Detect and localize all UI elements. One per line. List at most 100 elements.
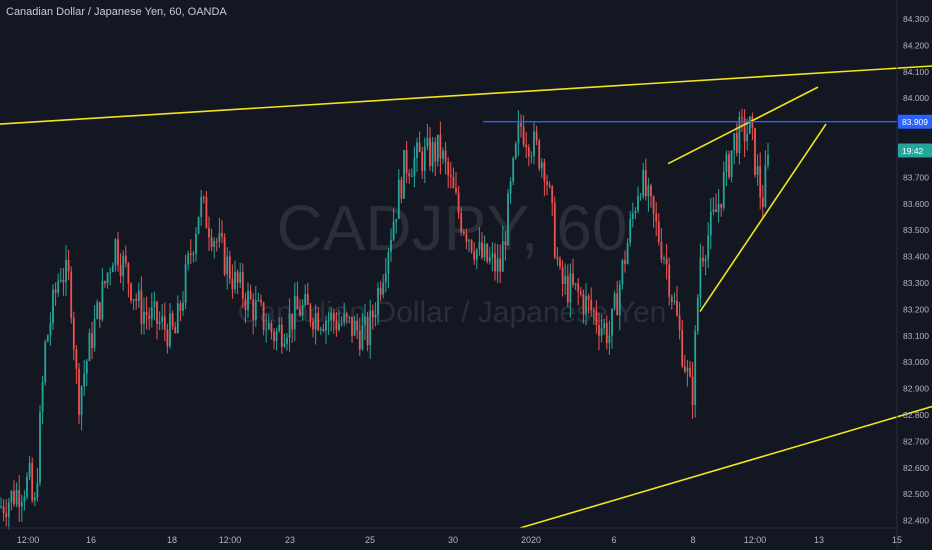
candle-body xyxy=(517,122,520,144)
candle-body xyxy=(392,221,395,240)
candle-body xyxy=(655,213,658,222)
candle-body xyxy=(163,316,166,330)
price-axis[interactable]: 84.30084.20084.10084.00083.80083.70083.6… xyxy=(896,0,929,550)
candle-body xyxy=(286,337,288,344)
candle-body xyxy=(743,118,746,142)
candle-body xyxy=(75,349,78,369)
candle-body xyxy=(548,184,551,187)
candle-body xyxy=(301,304,304,316)
candle-body xyxy=(390,239,392,252)
candle-body xyxy=(720,203,723,208)
candle-body xyxy=(104,281,106,284)
time-tick-label: 23 xyxy=(285,535,295,545)
candle-body xyxy=(634,210,637,214)
candle-body xyxy=(41,382,44,413)
candle-body xyxy=(306,294,309,305)
candle-body xyxy=(39,412,41,483)
candle-body xyxy=(91,332,93,349)
candle-body xyxy=(712,209,715,212)
candle-body xyxy=(309,304,312,322)
time-tick-label: 13 xyxy=(814,535,824,545)
candle-body xyxy=(468,240,470,242)
price-labels: 83.909 19:42 xyxy=(898,114,932,158)
candle-body xyxy=(299,309,301,316)
candle-body xyxy=(481,242,483,258)
price-tick-label: 82.500 xyxy=(903,489,929,499)
candle-body xyxy=(423,146,426,171)
candle-body xyxy=(572,273,574,285)
price-label-text: 19:42 xyxy=(902,146,924,156)
candle-body xyxy=(98,302,101,320)
candle-body xyxy=(540,162,543,169)
candle-body xyxy=(761,197,764,207)
time-tick-label: 8 xyxy=(690,535,695,545)
candle-body xyxy=(460,212,463,232)
candle-body xyxy=(442,150,444,159)
candle-body xyxy=(520,122,522,127)
candle-body xyxy=(436,134,439,162)
time-tick-label: 30 xyxy=(448,535,458,545)
candle-body xyxy=(85,360,88,374)
candle-body xyxy=(618,284,621,316)
candle-body xyxy=(135,299,138,302)
candle-body xyxy=(5,513,8,518)
candle-body xyxy=(561,266,564,284)
candle-body xyxy=(509,181,512,194)
candle-body xyxy=(507,193,509,246)
candle-body xyxy=(101,281,104,320)
candle-body xyxy=(239,272,242,283)
candle-body xyxy=(351,317,353,336)
candle-body xyxy=(0,506,2,508)
candle-body xyxy=(228,256,231,279)
candle-body xyxy=(644,169,647,197)
candle-body xyxy=(650,185,652,197)
candle-body xyxy=(205,197,208,228)
candle-body xyxy=(54,289,57,293)
candle-body xyxy=(616,293,619,316)
candle-body xyxy=(676,300,678,316)
candle-body xyxy=(702,257,704,262)
time-tick-label: 12:00 xyxy=(219,535,242,545)
candle-body xyxy=(613,293,616,309)
candle-body xyxy=(728,154,730,177)
candle-body xyxy=(166,329,169,347)
candle-body xyxy=(431,142,434,167)
price-label-text: 83.909 xyxy=(902,117,928,127)
candle-body xyxy=(132,299,135,301)
candle-body xyxy=(148,315,151,319)
candle-body xyxy=(400,179,403,199)
candle-body xyxy=(83,373,86,387)
candle-body xyxy=(353,320,356,336)
candle-body xyxy=(72,317,75,350)
candle-body xyxy=(585,295,587,314)
candle-body xyxy=(343,313,346,323)
candle-body xyxy=(470,240,473,252)
candle-body xyxy=(46,335,49,342)
candle-body xyxy=(65,259,67,283)
candle-body xyxy=(348,316,351,318)
candle-body xyxy=(429,137,431,167)
candle-body xyxy=(683,366,686,372)
candle-body xyxy=(587,295,590,300)
price-tick-label: 83.000 xyxy=(903,357,929,367)
candle-body xyxy=(317,312,320,331)
candle-body xyxy=(88,332,91,361)
price-tick-label: 82.800 xyxy=(903,410,929,420)
candle-body xyxy=(369,310,372,346)
candle-body xyxy=(234,271,236,290)
time-axis[interactable]: 12:00 16 18 12:00 23 25 30 2020 6 8 12:00 13 15 xyxy=(0,527,902,545)
candle-body xyxy=(215,241,218,243)
candle-body xyxy=(182,302,184,311)
candle-body xyxy=(111,265,114,273)
candle-body xyxy=(488,257,491,262)
candle-body xyxy=(722,171,725,208)
candle-body xyxy=(639,196,642,198)
price-tick-label: 84.200 xyxy=(903,40,929,50)
candle-body xyxy=(137,290,140,302)
candle-body xyxy=(455,187,457,193)
candle-body xyxy=(605,323,608,344)
candle-body xyxy=(254,300,257,320)
price-tick-label: 84.300 xyxy=(903,14,929,24)
candle-body xyxy=(660,241,663,260)
